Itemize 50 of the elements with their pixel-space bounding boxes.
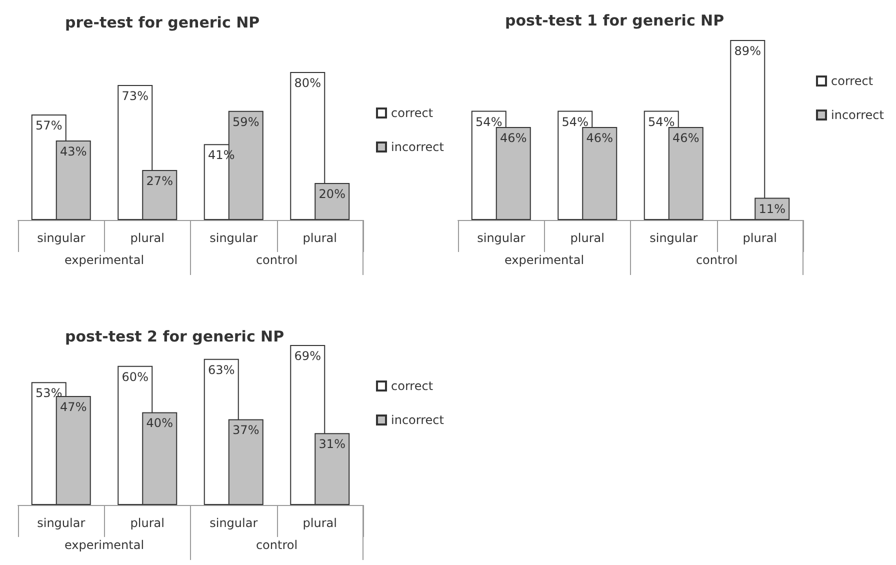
text: control xyxy=(256,538,298,552)
x-tick-label: plural xyxy=(570,231,604,245)
x-tick-label: plural xyxy=(302,516,337,530)
data-label: 43% xyxy=(60,144,87,158)
data-label: 31% xyxy=(318,437,346,452)
data-label: 69% xyxy=(294,349,321,363)
data-label: 57% xyxy=(36,118,62,133)
data-label: 53% xyxy=(36,386,62,400)
data-label: 46% xyxy=(672,130,700,145)
x-tick-label: plural xyxy=(742,231,777,245)
data-label: 20% xyxy=(318,187,346,201)
data-label: 54% xyxy=(648,114,675,129)
x-tick-label: singular xyxy=(477,231,526,245)
data-label: 37% xyxy=(232,423,260,438)
text: control xyxy=(696,253,738,267)
x-tick-label: singular xyxy=(37,231,86,245)
text: experimental xyxy=(64,253,144,267)
text: experimental xyxy=(504,253,584,267)
data-label: 40% xyxy=(146,416,173,430)
legend-label: correct xyxy=(831,74,874,88)
legend-label: correct xyxy=(391,379,434,393)
x-tick-label: singular xyxy=(210,516,258,530)
data-label: 54% xyxy=(476,114,502,129)
legend-label: correct xyxy=(391,106,434,120)
data-label: 60% xyxy=(122,370,148,384)
data-label: 11% xyxy=(758,202,786,216)
data-label: 46% xyxy=(586,130,613,145)
data-label: 59% xyxy=(232,114,260,129)
data-label: 80% xyxy=(294,76,321,90)
data-label: 46% xyxy=(500,130,527,145)
data-label: 73% xyxy=(122,88,148,103)
data-label: 54% xyxy=(562,114,588,129)
x-tick-label: singular xyxy=(37,516,86,530)
text: experimental xyxy=(64,538,144,552)
legend-label: incorrect xyxy=(391,413,444,427)
chart-title: post-test 2 for generic NP xyxy=(65,328,284,346)
chart-title: pre-test for generic NP xyxy=(65,14,260,32)
legend-label: incorrect xyxy=(391,140,444,154)
text: control xyxy=(256,253,298,267)
data-label: 27% xyxy=(146,174,173,188)
x-tick-label: singular xyxy=(650,231,698,245)
legend-label: incorrect xyxy=(831,108,884,122)
x-tick-label: singular xyxy=(210,231,258,245)
data-label: 47% xyxy=(60,400,87,414)
x-tick-label: plural xyxy=(130,231,164,245)
data-label: 63% xyxy=(208,362,235,377)
x-tick-label: plural xyxy=(130,516,164,530)
x-tick-label: plural xyxy=(302,231,337,245)
data-label: 89% xyxy=(734,44,761,58)
chart-title: post-test 1 for generic NP xyxy=(505,12,724,30)
